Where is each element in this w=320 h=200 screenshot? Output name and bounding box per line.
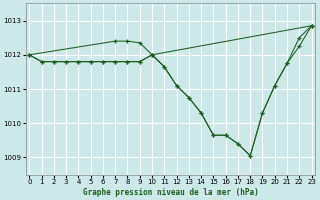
X-axis label: Graphe pression niveau de la mer (hPa): Graphe pression niveau de la mer (hPa) — [83, 188, 258, 197]
